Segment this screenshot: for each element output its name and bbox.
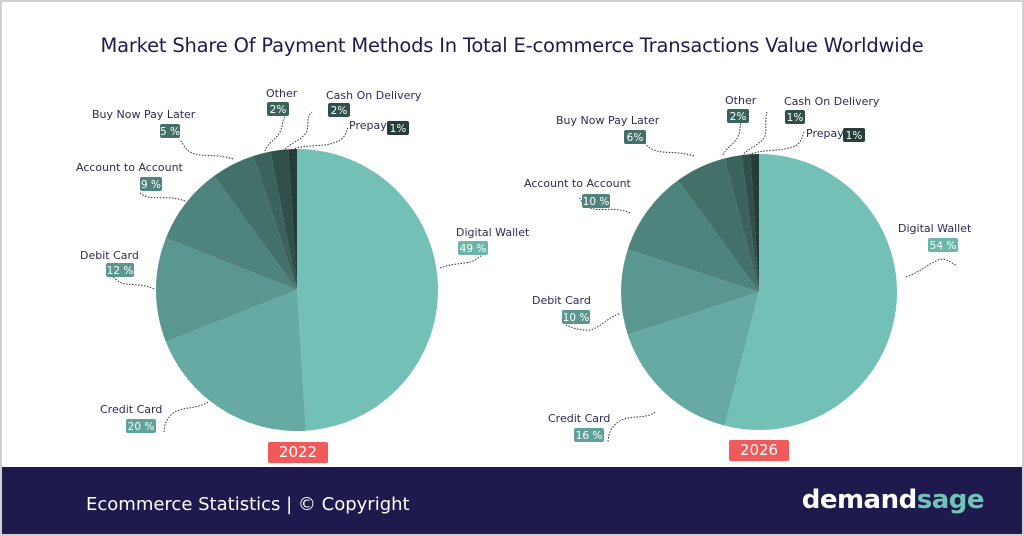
value-text-account-to-account: 9 % bbox=[141, 179, 161, 191]
leader-line-other bbox=[722, 119, 743, 156]
value-badge-cash-on-delivery bbox=[328, 103, 350, 117]
pie-slice-account-to-account bbox=[165, 175, 297, 290]
label-digital-wallet: Digital Wallet bbox=[898, 222, 972, 235]
year-badge-2022: 2022 bbox=[268, 442, 328, 463]
pie-slice-prepay bbox=[750, 154, 759, 292]
pie-slice-account-to-account bbox=[627, 180, 759, 292]
value-text-debit-card: 10 % bbox=[563, 312, 590, 324]
label-buy-now-pay-later: Buy Now Pay Later bbox=[556, 114, 660, 127]
value-text-other: 2% bbox=[730, 111, 747, 123]
leader-line-prepay bbox=[748, 131, 805, 156]
label-cash-on-delivery: Cash On Delivery bbox=[784, 95, 880, 108]
label-credit-card: Credit Card bbox=[548, 412, 610, 425]
pie-slice-cash-on-delivery bbox=[741, 154, 759, 292]
brand-part-sage: sage bbox=[916, 485, 985, 515]
pie-2026 bbox=[620, 154, 897, 430]
value-text-credit-card: 16 % bbox=[576, 430, 603, 442]
label-debit-card: Debit Card bbox=[80, 249, 139, 262]
value-badge-buy-now-pay-later bbox=[160, 124, 180, 138]
leader-line-account-to-account bbox=[578, 196, 631, 214]
pie-slice-buy-now-pay-later bbox=[214, 155, 297, 290]
pie-slice-cash-on-delivery bbox=[270, 149, 297, 290]
value-text-prepay: 1% bbox=[390, 123, 407, 135]
value-badge-digital-wallet bbox=[458, 241, 488, 255]
value-text-buy-now-pay-later: 6% bbox=[627, 132, 644, 144]
value-badge-credit-card bbox=[574, 428, 604, 442]
leader-line-other bbox=[264, 116, 286, 152]
value-badge-buy-now-pay-later bbox=[624, 130, 646, 144]
pie-slice-credit-card bbox=[165, 290, 306, 431]
brand-logo: demandsage bbox=[801, 485, 985, 515]
label-prepay: Prepay bbox=[806, 127, 844, 140]
value-badge-cash-on-delivery bbox=[785, 110, 805, 124]
pie-slice-buy-now-pay-later bbox=[677, 158, 759, 292]
pie-slice-digital-wallet bbox=[297, 149, 438, 431]
value-text-other: 2% bbox=[270, 104, 287, 116]
pie-slice-prepay bbox=[288, 149, 297, 290]
label-other: Other bbox=[266, 87, 298, 100]
pie-slice-debit-card bbox=[156, 238, 297, 342]
value-text-cash-on-delivery: 2% bbox=[331, 105, 348, 117]
label-account-to-account: Account to Account bbox=[524, 177, 632, 190]
leader-line-account-to-account bbox=[139, 191, 186, 202]
label-buy-now-pay-later: Buy Now Pay Later bbox=[92, 108, 196, 121]
value-text-digital-wallet: 49 % bbox=[460, 243, 487, 255]
pie-slice-other bbox=[253, 151, 297, 290]
leader-line-debit-card bbox=[109, 275, 155, 290]
value-text-debit-card: 12 % bbox=[107, 265, 134, 277]
leader-line-credit-card bbox=[163, 401, 209, 434]
value-text-buy-now-pay-later: 5 % bbox=[160, 126, 180, 138]
year-badge-2026: 2026 bbox=[729, 440, 789, 461]
leader-line-buy-now-pay-later bbox=[179, 139, 234, 160]
leader-line-prepay bbox=[291, 127, 349, 151]
leader-line-cash-on-delivery bbox=[282, 111, 313, 152]
leader-line-debit-card bbox=[565, 313, 620, 331]
pie-slice-debit-card bbox=[620, 249, 759, 335]
label-prepay: Prepay bbox=[349, 119, 387, 132]
leader-line-digital-wallet bbox=[439, 246, 487, 269]
label-digital-wallet: Digital Wallet bbox=[456, 226, 530, 239]
value-text-cash-on-delivery: 1% bbox=[787, 112, 804, 124]
footer-copyright: Ecommerce Statistics | © Copyright bbox=[86, 494, 410, 515]
value-badge-account-to-account bbox=[582, 194, 610, 208]
leader-line-digital-wallet bbox=[905, 258, 958, 278]
annotations-2022: Digital Wallet 49 % Credit Card 20 % Debit C… bbox=[76, 87, 530, 434]
value-badge-debit-card bbox=[562, 310, 590, 324]
brand-part-demand: demand bbox=[801, 485, 918, 515]
value-badge-other bbox=[267, 102, 289, 116]
value-badge-prepay bbox=[387, 121, 409, 135]
label-account-to-account: Account to Account bbox=[76, 161, 184, 174]
leader-line-cash-on-delivery bbox=[741, 111, 768, 157]
value-badge-prepay bbox=[843, 128, 865, 142]
value-badge-other bbox=[727, 109, 749, 123]
footer-bar: Ecommerce Statistics | © Copyright deman… bbox=[2, 467, 1022, 534]
value-text-credit-card: 20 % bbox=[128, 421, 155, 433]
annotations-2026: Digital Wallet 54 % Credit Card 16 % Debit C… bbox=[524, 94, 972, 444]
leader-line-buy-now-pay-later bbox=[639, 136, 695, 157]
value-badge-credit-card bbox=[126, 419, 156, 433]
value-badge-account-to-account bbox=[140, 177, 162, 191]
label-cash-on-delivery: Cash On Delivery bbox=[326, 89, 422, 102]
value-badge-digital-wallet bbox=[928, 238, 958, 252]
leader-line-credit-card bbox=[607, 411, 656, 444]
value-text-prepay: 1% bbox=[846, 130, 863, 142]
label-credit-card: Credit Card bbox=[100, 403, 162, 416]
value-badge-debit-card bbox=[106, 263, 134, 277]
value-text-account-to-account: 10 % bbox=[583, 196, 610, 208]
label-other: Other bbox=[725, 94, 757, 107]
label-debit-card: Debit Card bbox=[532, 294, 591, 307]
pie-slice-digital-wallet bbox=[724, 154, 897, 430]
pie-slice-other bbox=[724, 155, 759, 292]
pie-2022 bbox=[156, 149, 438, 431]
chart-title: Market Share Of Payment Methods In Total… bbox=[100, 34, 924, 57]
value-text-digital-wallet: 54 % bbox=[930, 240, 957, 252]
pie-slice-credit-card bbox=[627, 292, 759, 426]
